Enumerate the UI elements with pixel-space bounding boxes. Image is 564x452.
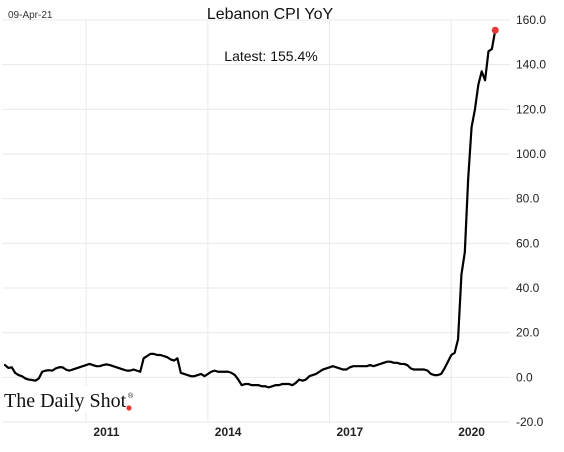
y-axis-ticks: 160.0 140.0 120.0 100.0 80.0 60.0 40.0 20.0 0.0 -… <box>516 13 546 429</box>
y-tick-label: 100.0 <box>516 147 546 161</box>
y-tick-label: 60.0 <box>516 236 540 250</box>
y-tick-label: 20.0 <box>516 326 540 340</box>
chart-title: Lebanon CPI YoY <box>207 6 334 23</box>
x-axis-ticks: 2011 2014 2017 2020 <box>93 425 485 439</box>
latest-point-marker <box>491 26 499 34</box>
y-tick-label: 80.0 <box>516 192 540 206</box>
cpi-yoy-line <box>3 29 497 389</box>
brand-red-dot <box>126 405 132 411</box>
date-label: 09-Apr-21 <box>8 10 53 21</box>
y-tick-label: 160.0 <box>516 13 546 27</box>
gridlines <box>2 19 510 423</box>
x-tick-label: 2020 <box>458 425 485 439</box>
y-tick-label: 0.0 <box>516 370 533 384</box>
y-tick-label: -20.0 <box>516 415 544 429</box>
brand-logo: The Daily Shot ® <box>2 386 134 412</box>
y-tick-label: 120.0 <box>516 102 546 116</box>
x-tick-label: 2011 <box>93 425 119 439</box>
latest-value-annotation: Latest: 155.4% <box>224 48 317 64</box>
y-tick-label: 140.0 <box>516 58 546 72</box>
x-tick-label: 2017 <box>337 425 364 439</box>
y-tick-label: 40.0 <box>516 281 540 295</box>
brand-registered-mark: ® <box>128 392 134 400</box>
x-tick-label: 2014 <box>215 425 242 439</box>
brand-name: The Daily Shot <box>4 390 127 412</box>
brand-backdrop <box>2 386 134 412</box>
